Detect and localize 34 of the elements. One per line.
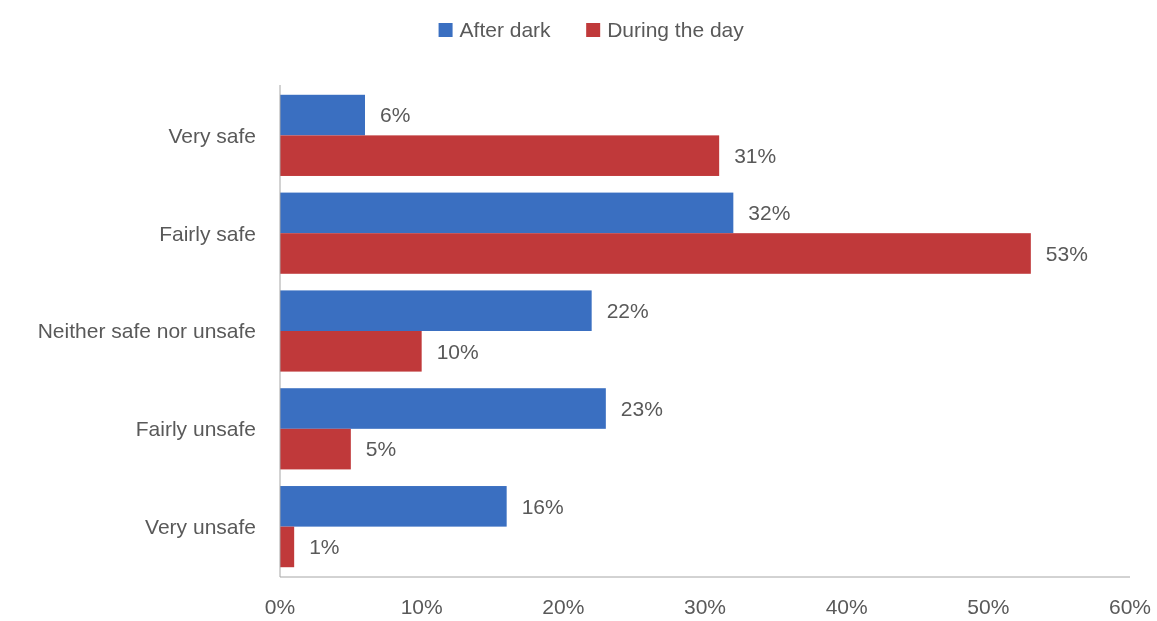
x-tick-label: 30%: [683, 595, 727, 619]
bar: [280, 526, 295, 568]
bar: [280, 192, 734, 234]
x-tick-label: 0%: [264, 595, 296, 619]
bar: [280, 388, 606, 429]
bar: [280, 233, 1031, 274]
bar: [280, 290, 592, 331]
y-tick-label: Neither safe nor unsafe: [37, 319, 256, 343]
data-label: 1%: [309, 535, 340, 559]
y-tick-label: Fairly unsafe: [135, 417, 256, 441]
data-label: 22%: [606, 299, 649, 323]
data-label: 32%: [748, 201, 791, 225]
y-tick-label: Very safe: [168, 123, 256, 147]
data-label: 23%: [620, 396, 663, 420]
bar: [280, 94, 365, 136]
bar: [280, 486, 507, 527]
legend-label: During the day: [607, 18, 745, 42]
y-tick-label: Very unsafe: [145, 514, 256, 538]
bar: [280, 428, 351, 470]
x-tick-label: 20%: [542, 595, 585, 619]
data-label: 53%: [1045, 241, 1088, 265]
y-tick-label: Fairly safe: [159, 221, 256, 245]
x-tick-label: 10%: [400, 595, 443, 619]
x-tick-label: 60%: [1108, 595, 1152, 619]
legend-label: After dark: [459, 18, 552, 42]
x-tick-label: 40%: [825, 595, 868, 619]
data-label: 16%: [521, 494, 564, 518]
data-label: 6%: [380, 103, 411, 127]
bar: [280, 135, 720, 176]
bar: [280, 331, 422, 372]
x-tick-label: 50%: [967, 595, 1010, 619]
data-label: 10%: [436, 339, 479, 363]
data-label: 31%: [734, 144, 777, 168]
data-label: 5%: [365, 437, 397, 461]
